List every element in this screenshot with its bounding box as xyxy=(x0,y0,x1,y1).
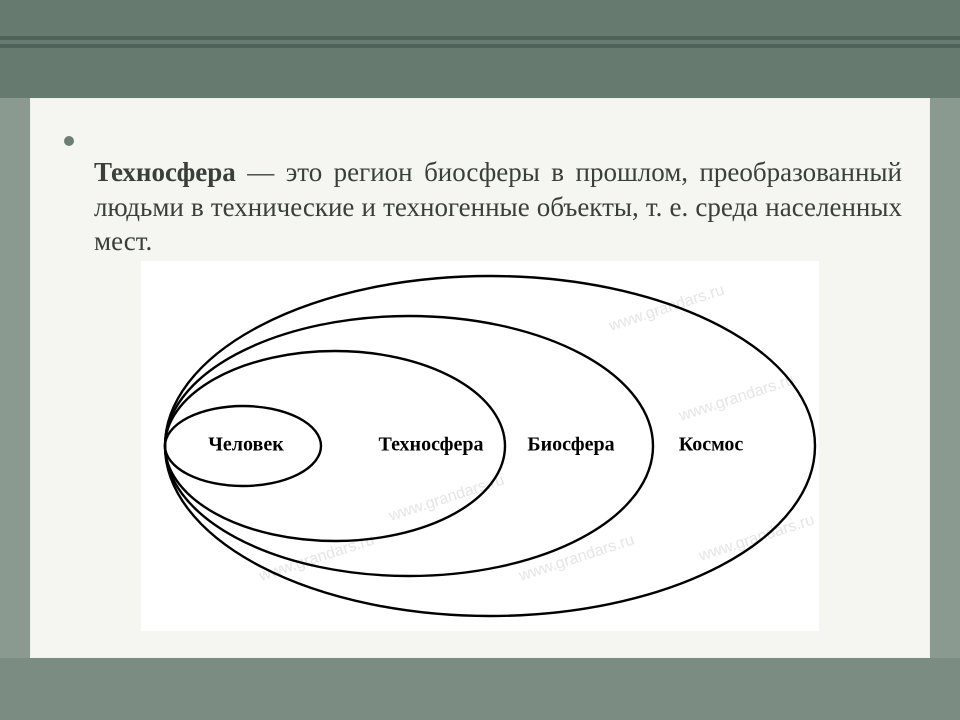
ellipse-label: Космос xyxy=(679,434,744,456)
slide: Техносфера — это регион биосферы в прошл… xyxy=(0,0,960,720)
definition-text: Техносфера — это регион биосферы в прошл… xyxy=(94,155,902,259)
top-rule-1 xyxy=(0,36,960,40)
ellipse-label: Биосфера xyxy=(527,434,614,456)
ellipse-label: Человек xyxy=(208,434,284,456)
definition-term: Техносфера xyxy=(94,157,236,187)
top-rule-2 xyxy=(0,44,960,48)
nested-ellipse-diagram: www.grandars.ruwww.grandars.ruwww.granda… xyxy=(141,261,819,631)
bullet-icon xyxy=(64,136,74,146)
diagram-svg: www.grandars.ruwww.grandars.ruwww.granda… xyxy=(141,261,819,631)
bottom-band xyxy=(0,658,960,720)
definition-dash: — xyxy=(236,157,286,187)
top-band xyxy=(0,0,960,98)
ellipse-label: Техносфера xyxy=(378,434,483,456)
